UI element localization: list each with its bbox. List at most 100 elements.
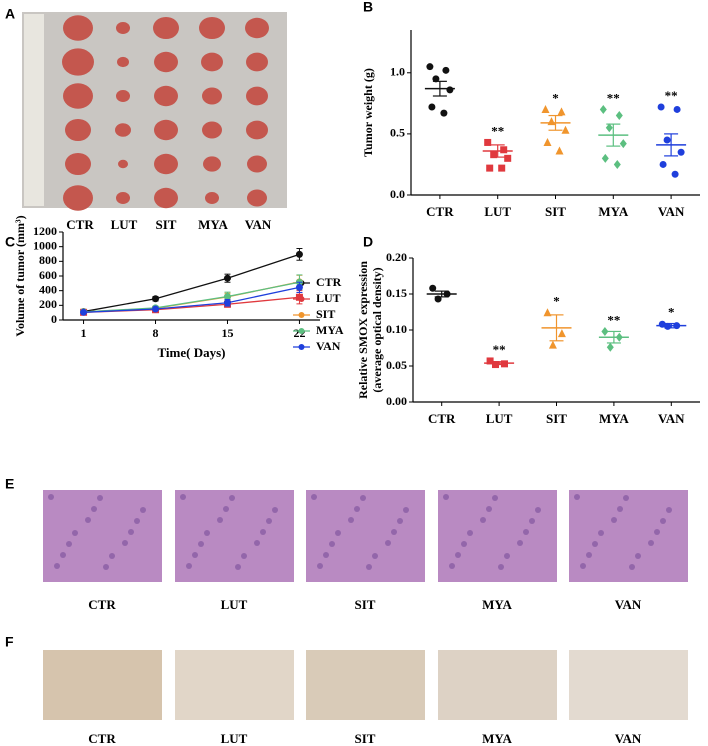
he-nucleus [241,553,247,559]
point [657,103,665,111]
panel-label: A [5,6,15,22]
y-tick-label: 0.5 [390,126,405,140]
legend-marker [298,296,305,302]
y-tick-label: 0 [51,312,57,326]
point [557,107,566,116]
y-tick-label: 0.10 [386,322,407,336]
point [663,136,671,144]
tumor [63,15,93,41]
he-nucleus [235,564,241,570]
significance: ** [493,342,506,357]
y-axis-label: (average optical density) [370,267,384,392]
line [83,253,300,313]
tumor-photo [22,12,287,208]
significance: ** [607,90,620,105]
he-nucleus [103,564,109,570]
tumor [154,85,178,107]
he-nucleus [60,552,66,558]
y-tick-label: 0.20 [386,250,407,264]
point [295,283,303,291]
tumor [246,52,268,72]
tumor [116,90,130,102]
y-tick-label: 1000 [33,238,57,252]
y-tick-label: 0.0 [390,187,405,201]
he-nucleus [372,553,378,559]
he-nucleus [266,518,272,524]
x-tick-label: MYA [598,204,628,219]
x-tick-label: CTR [428,411,456,426]
x-tick-label: LUT [486,411,513,426]
he-nucleus [323,552,329,558]
tumor [205,192,219,204]
tumor [154,119,178,141]
point [295,250,303,258]
he-nucleus [54,563,60,569]
tumor [116,22,130,34]
point [677,148,685,156]
he-nucleus [85,517,91,523]
ihc-label: MYA [482,731,512,746]
he-nucleus [186,563,192,569]
he-nucleus [467,530,473,536]
he-label: LUT [221,597,248,612]
tumor [62,48,94,76]
he-nucleus [660,518,666,524]
significance: * [668,305,675,320]
point [671,170,679,178]
he-image [569,490,688,582]
he-nucleus [523,529,529,535]
legend-label: CTR [316,275,342,289]
point [606,342,614,352]
he-image [43,490,162,582]
he-nucleus [229,495,235,501]
x-tick-label: 1 [81,326,87,340]
he-nucleus [492,495,498,501]
he-nucleus [654,529,660,535]
tumor [246,120,268,140]
he-nucleus [97,495,103,501]
he-nucleus [128,529,134,535]
y-tick-label: 0.00 [386,394,407,408]
legend-marker [298,312,305,318]
he-nucleus [529,518,535,524]
he-image [438,490,557,582]
he-nucleus [217,517,223,523]
he-nucleus [648,540,654,546]
tumor [65,152,91,176]
x-tick-label: SIT [545,204,566,219]
photo-label: MYA [198,217,228,232]
point [442,66,450,74]
he-nucleus [122,540,128,546]
tumor [247,155,267,173]
point [432,75,440,83]
tumor [116,192,130,204]
he-nucleus [254,540,260,546]
he-nucleus [666,507,672,513]
photo-label: VAN [245,217,272,232]
ihc-label: VAN [615,731,642,746]
legend-marker [298,328,305,334]
he-nucleus [443,494,449,500]
y-tick-label: 200 [39,297,57,311]
x-axis-label: Time( Days) [157,345,225,360]
he-nucleus [72,530,78,536]
he-nucleus [535,507,541,513]
significance: ** [665,88,678,103]
tumor [202,87,222,105]
point [673,105,681,113]
he-nucleus [198,541,204,547]
tumor [153,16,179,40]
point [484,138,492,146]
legend-label: SIT [316,307,335,321]
he-nucleus [223,506,229,512]
tumor [63,185,93,211]
point [599,104,607,114]
ihc-label: CTR [88,731,116,746]
point [152,305,160,313]
y-tick-label: 1200 [33,224,57,238]
he-label: SIT [355,597,376,612]
tumor [117,56,129,68]
he-nucleus [366,564,372,570]
he-nucleus [480,517,486,523]
